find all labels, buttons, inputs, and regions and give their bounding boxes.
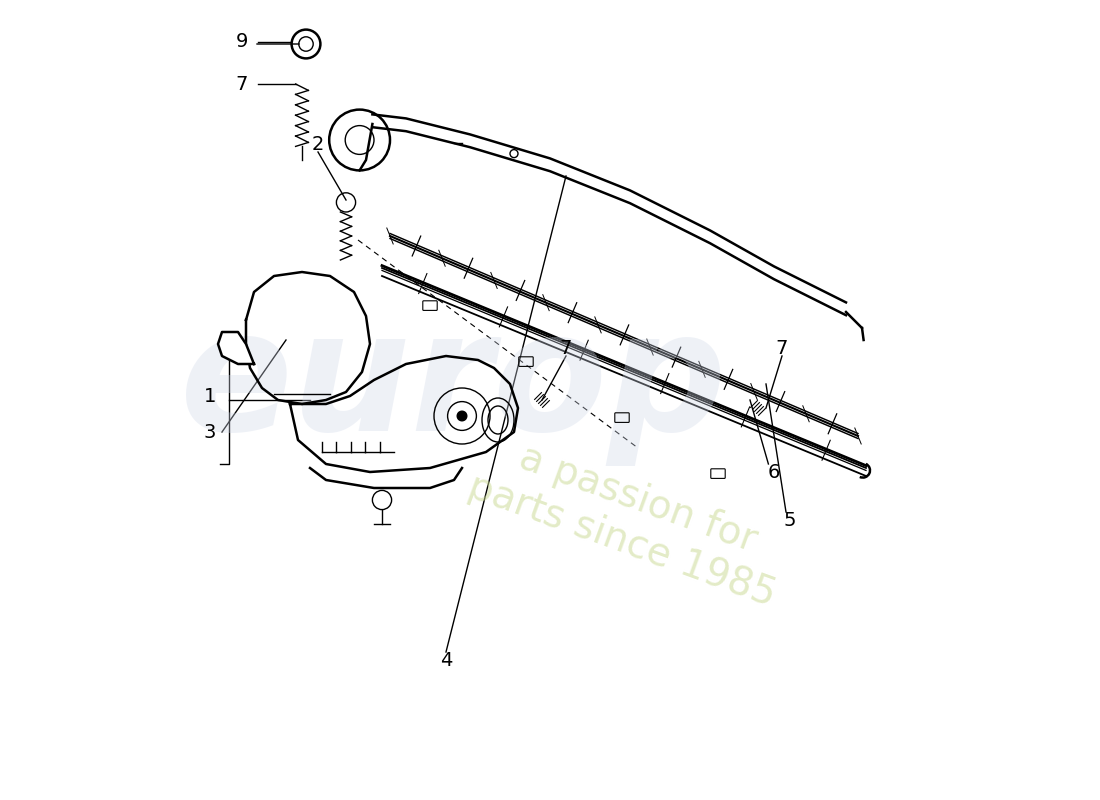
Text: 3: 3 [204,422,217,442]
Text: 1: 1 [204,386,217,406]
Text: 2: 2 [311,134,324,154]
Circle shape [458,411,466,421]
Text: a passion for
parts since 1985: a passion for parts since 1985 [463,426,796,614]
Text: 7: 7 [235,74,249,94]
Circle shape [510,150,518,158]
Polygon shape [218,332,254,364]
Text: 4: 4 [440,650,452,670]
Text: 5: 5 [783,510,796,530]
Text: 9: 9 [235,32,249,51]
Text: 6: 6 [768,462,780,482]
Text: 7: 7 [776,338,789,358]
Text: 7: 7 [560,338,572,358]
Text: europ: europ [180,302,728,466]
Polygon shape [246,272,370,404]
Polygon shape [290,356,518,472]
